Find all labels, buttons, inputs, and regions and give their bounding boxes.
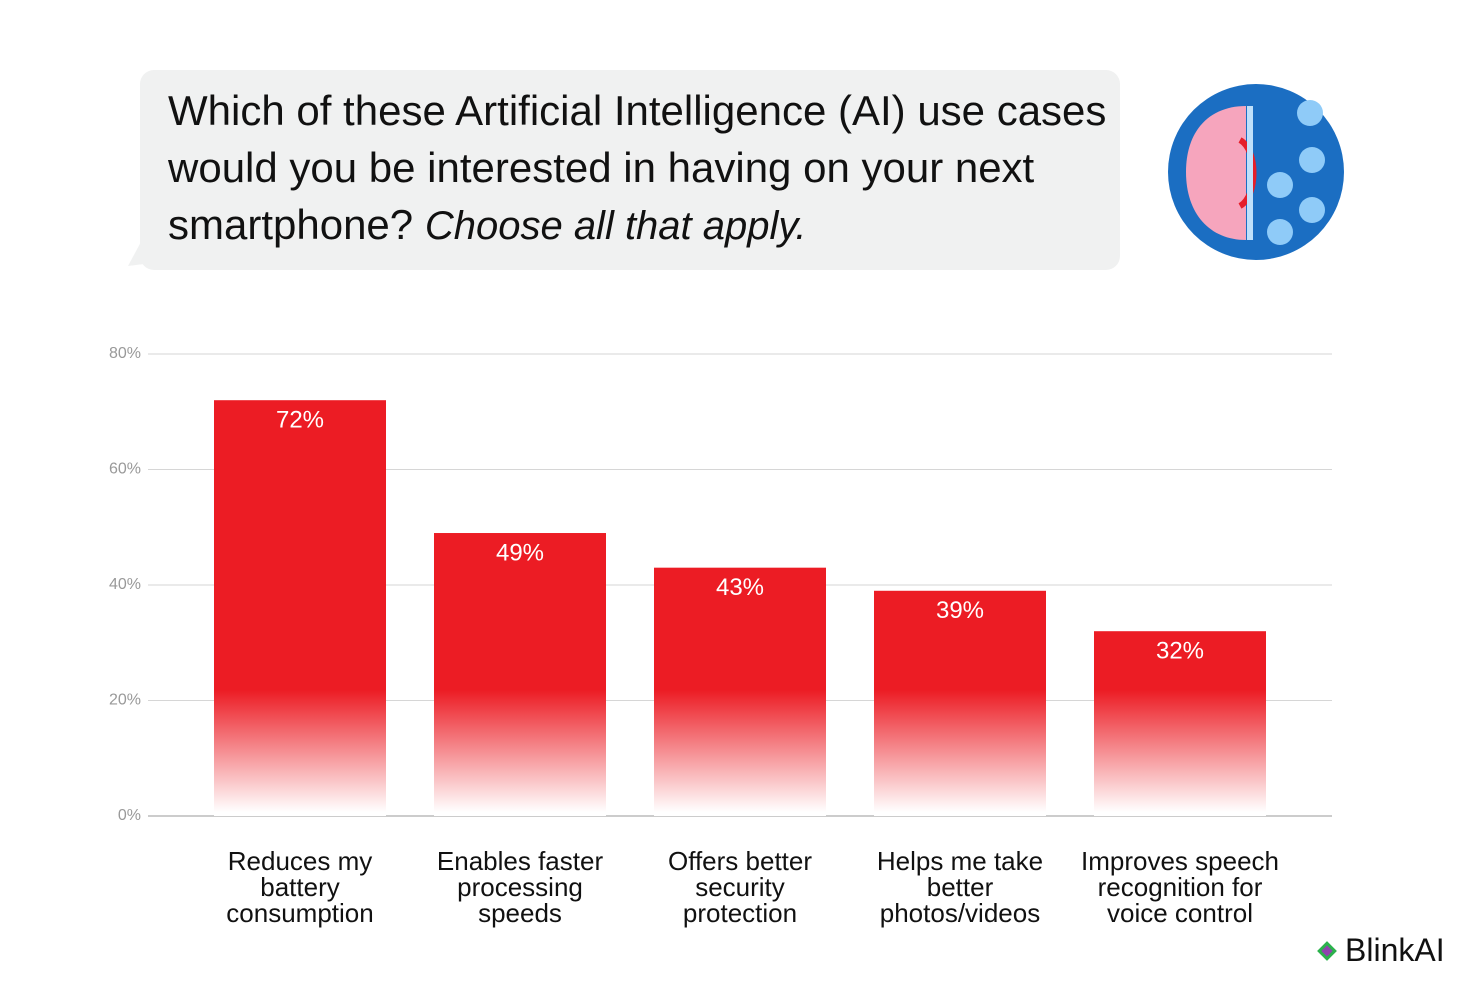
title-bubble <box>140 70 1120 270</box>
y-tick-label: 80% <box>109 345 141 362</box>
bar <box>874 590 1046 816</box>
ai-icon <box>1168 84 1344 260</box>
x-tick-label: Enables faster processing speeds <box>436 846 604 928</box>
x-tick-label: Offers better security protection <box>667 846 813 928</box>
bar <box>434 533 606 816</box>
y-tick-label: 40% <box>109 576 141 593</box>
y-tick-label: 0% <box>118 807 141 824</box>
bar <box>214 400 386 816</box>
brand-logo <box>1317 941 1337 961</box>
brand: BlinkAI <box>1345 932 1445 968</box>
subtitle: Choose all that apply. <box>424 204 807 248</box>
bar <box>1094 631 1266 816</box>
title-text: Which of these Artificial Intelligence (… <box>168 87 1107 248</box>
value-label: 32% <box>1156 638 1204 665</box>
value-label: 72% <box>276 407 324 434</box>
x-tick-label: Helps me take better photos/videos <box>876 846 1044 928</box>
bar <box>654 567 826 816</box>
bubble-tail <box>128 240 160 266</box>
value-label: 49% <box>496 539 544 566</box>
x-tick-label: Reduces my battery consumption <box>226 846 374 928</box>
title: Which of these Artificial Intelligence (… <box>168 82 1118 255</box>
x-tick-label: Improves speech recognition for voice co… <box>1081 846 1279 928</box>
value-label: 43% <box>716 574 764 601</box>
value-label: 39% <box>936 597 984 624</box>
y-tick-label: 60% <box>109 461 141 478</box>
y-tick-label: 20% <box>109 692 141 709</box>
